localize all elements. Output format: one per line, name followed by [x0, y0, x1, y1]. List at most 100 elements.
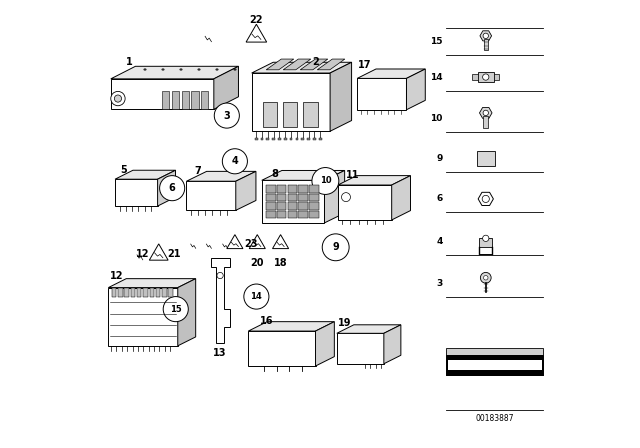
Circle shape: [484, 276, 488, 280]
FancyBboxPatch shape: [278, 138, 281, 140]
Polygon shape: [262, 180, 324, 223]
Text: 9: 9: [436, 154, 443, 163]
Polygon shape: [479, 108, 492, 118]
FancyBboxPatch shape: [143, 288, 148, 297]
FancyBboxPatch shape: [191, 91, 198, 109]
Polygon shape: [111, 79, 214, 109]
Polygon shape: [186, 172, 256, 181]
Circle shape: [483, 33, 488, 39]
Polygon shape: [186, 181, 236, 211]
Text: 3: 3: [436, 279, 443, 288]
FancyBboxPatch shape: [150, 288, 154, 297]
Polygon shape: [392, 176, 410, 220]
FancyBboxPatch shape: [266, 138, 269, 140]
Polygon shape: [384, 325, 401, 364]
FancyBboxPatch shape: [309, 202, 319, 210]
Polygon shape: [478, 192, 493, 206]
FancyBboxPatch shape: [298, 202, 308, 210]
Text: 23: 23: [244, 239, 257, 249]
Text: 20: 20: [250, 258, 264, 268]
Polygon shape: [273, 235, 289, 249]
FancyBboxPatch shape: [479, 238, 493, 247]
FancyBboxPatch shape: [477, 151, 495, 166]
FancyBboxPatch shape: [298, 194, 308, 201]
FancyBboxPatch shape: [307, 138, 310, 140]
Circle shape: [222, 149, 248, 174]
Text: 10: 10: [319, 177, 331, 185]
Text: 15: 15: [170, 305, 182, 314]
Polygon shape: [338, 185, 392, 220]
FancyBboxPatch shape: [266, 211, 276, 218]
Circle shape: [483, 235, 489, 241]
FancyBboxPatch shape: [272, 138, 275, 140]
Text: 14: 14: [250, 292, 262, 301]
Text: 17: 17: [358, 60, 372, 70]
Circle shape: [217, 272, 223, 279]
FancyBboxPatch shape: [309, 185, 319, 193]
FancyBboxPatch shape: [263, 102, 277, 127]
Polygon shape: [157, 170, 175, 206]
Circle shape: [312, 168, 339, 194]
FancyBboxPatch shape: [313, 138, 316, 140]
Text: 13: 13: [213, 348, 227, 358]
Circle shape: [483, 110, 488, 116]
FancyBboxPatch shape: [255, 138, 257, 140]
Polygon shape: [300, 59, 328, 70]
Text: 19: 19: [338, 318, 351, 327]
Text: 21: 21: [167, 250, 180, 259]
Text: 14: 14: [430, 73, 443, 82]
Text: 2: 2: [312, 57, 319, 67]
FancyBboxPatch shape: [202, 91, 209, 109]
FancyBboxPatch shape: [277, 194, 287, 201]
Circle shape: [481, 272, 491, 283]
Circle shape: [111, 91, 125, 106]
Polygon shape: [324, 171, 345, 223]
Text: 8: 8: [272, 169, 278, 179]
FancyBboxPatch shape: [301, 138, 304, 140]
FancyBboxPatch shape: [283, 102, 298, 127]
Polygon shape: [284, 59, 311, 70]
Polygon shape: [248, 322, 334, 331]
Polygon shape: [115, 170, 175, 179]
FancyBboxPatch shape: [494, 74, 499, 80]
Circle shape: [482, 195, 490, 202]
FancyBboxPatch shape: [118, 288, 123, 297]
Polygon shape: [406, 69, 426, 110]
Polygon shape: [248, 331, 316, 366]
Text: 3: 3: [223, 111, 230, 121]
FancyBboxPatch shape: [137, 288, 141, 297]
Text: 11: 11: [346, 170, 359, 180]
Polygon shape: [316, 322, 334, 366]
Circle shape: [214, 103, 239, 128]
FancyBboxPatch shape: [296, 138, 298, 140]
Circle shape: [115, 95, 122, 102]
FancyBboxPatch shape: [303, 102, 317, 127]
Polygon shape: [236, 172, 256, 211]
Polygon shape: [211, 258, 230, 343]
FancyBboxPatch shape: [483, 116, 488, 128]
FancyBboxPatch shape: [446, 355, 543, 375]
Polygon shape: [108, 279, 196, 288]
FancyBboxPatch shape: [131, 288, 135, 297]
FancyBboxPatch shape: [319, 138, 321, 140]
FancyBboxPatch shape: [309, 211, 319, 218]
Text: 9: 9: [332, 242, 339, 252]
FancyBboxPatch shape: [288, 211, 297, 218]
Text: 16: 16: [260, 316, 274, 326]
Circle shape: [244, 284, 269, 309]
FancyBboxPatch shape: [288, 202, 297, 210]
Text: 18: 18: [274, 258, 287, 268]
Polygon shape: [337, 333, 384, 364]
FancyBboxPatch shape: [162, 91, 169, 109]
Polygon shape: [337, 325, 401, 333]
Polygon shape: [178, 279, 196, 346]
FancyBboxPatch shape: [309, 194, 319, 201]
Polygon shape: [227, 235, 243, 249]
Text: 6: 6: [169, 183, 175, 193]
FancyBboxPatch shape: [277, 202, 287, 210]
Circle shape: [159, 176, 185, 201]
Polygon shape: [246, 24, 267, 42]
Text: 4: 4: [232, 156, 238, 166]
Polygon shape: [111, 66, 239, 79]
Circle shape: [323, 234, 349, 261]
